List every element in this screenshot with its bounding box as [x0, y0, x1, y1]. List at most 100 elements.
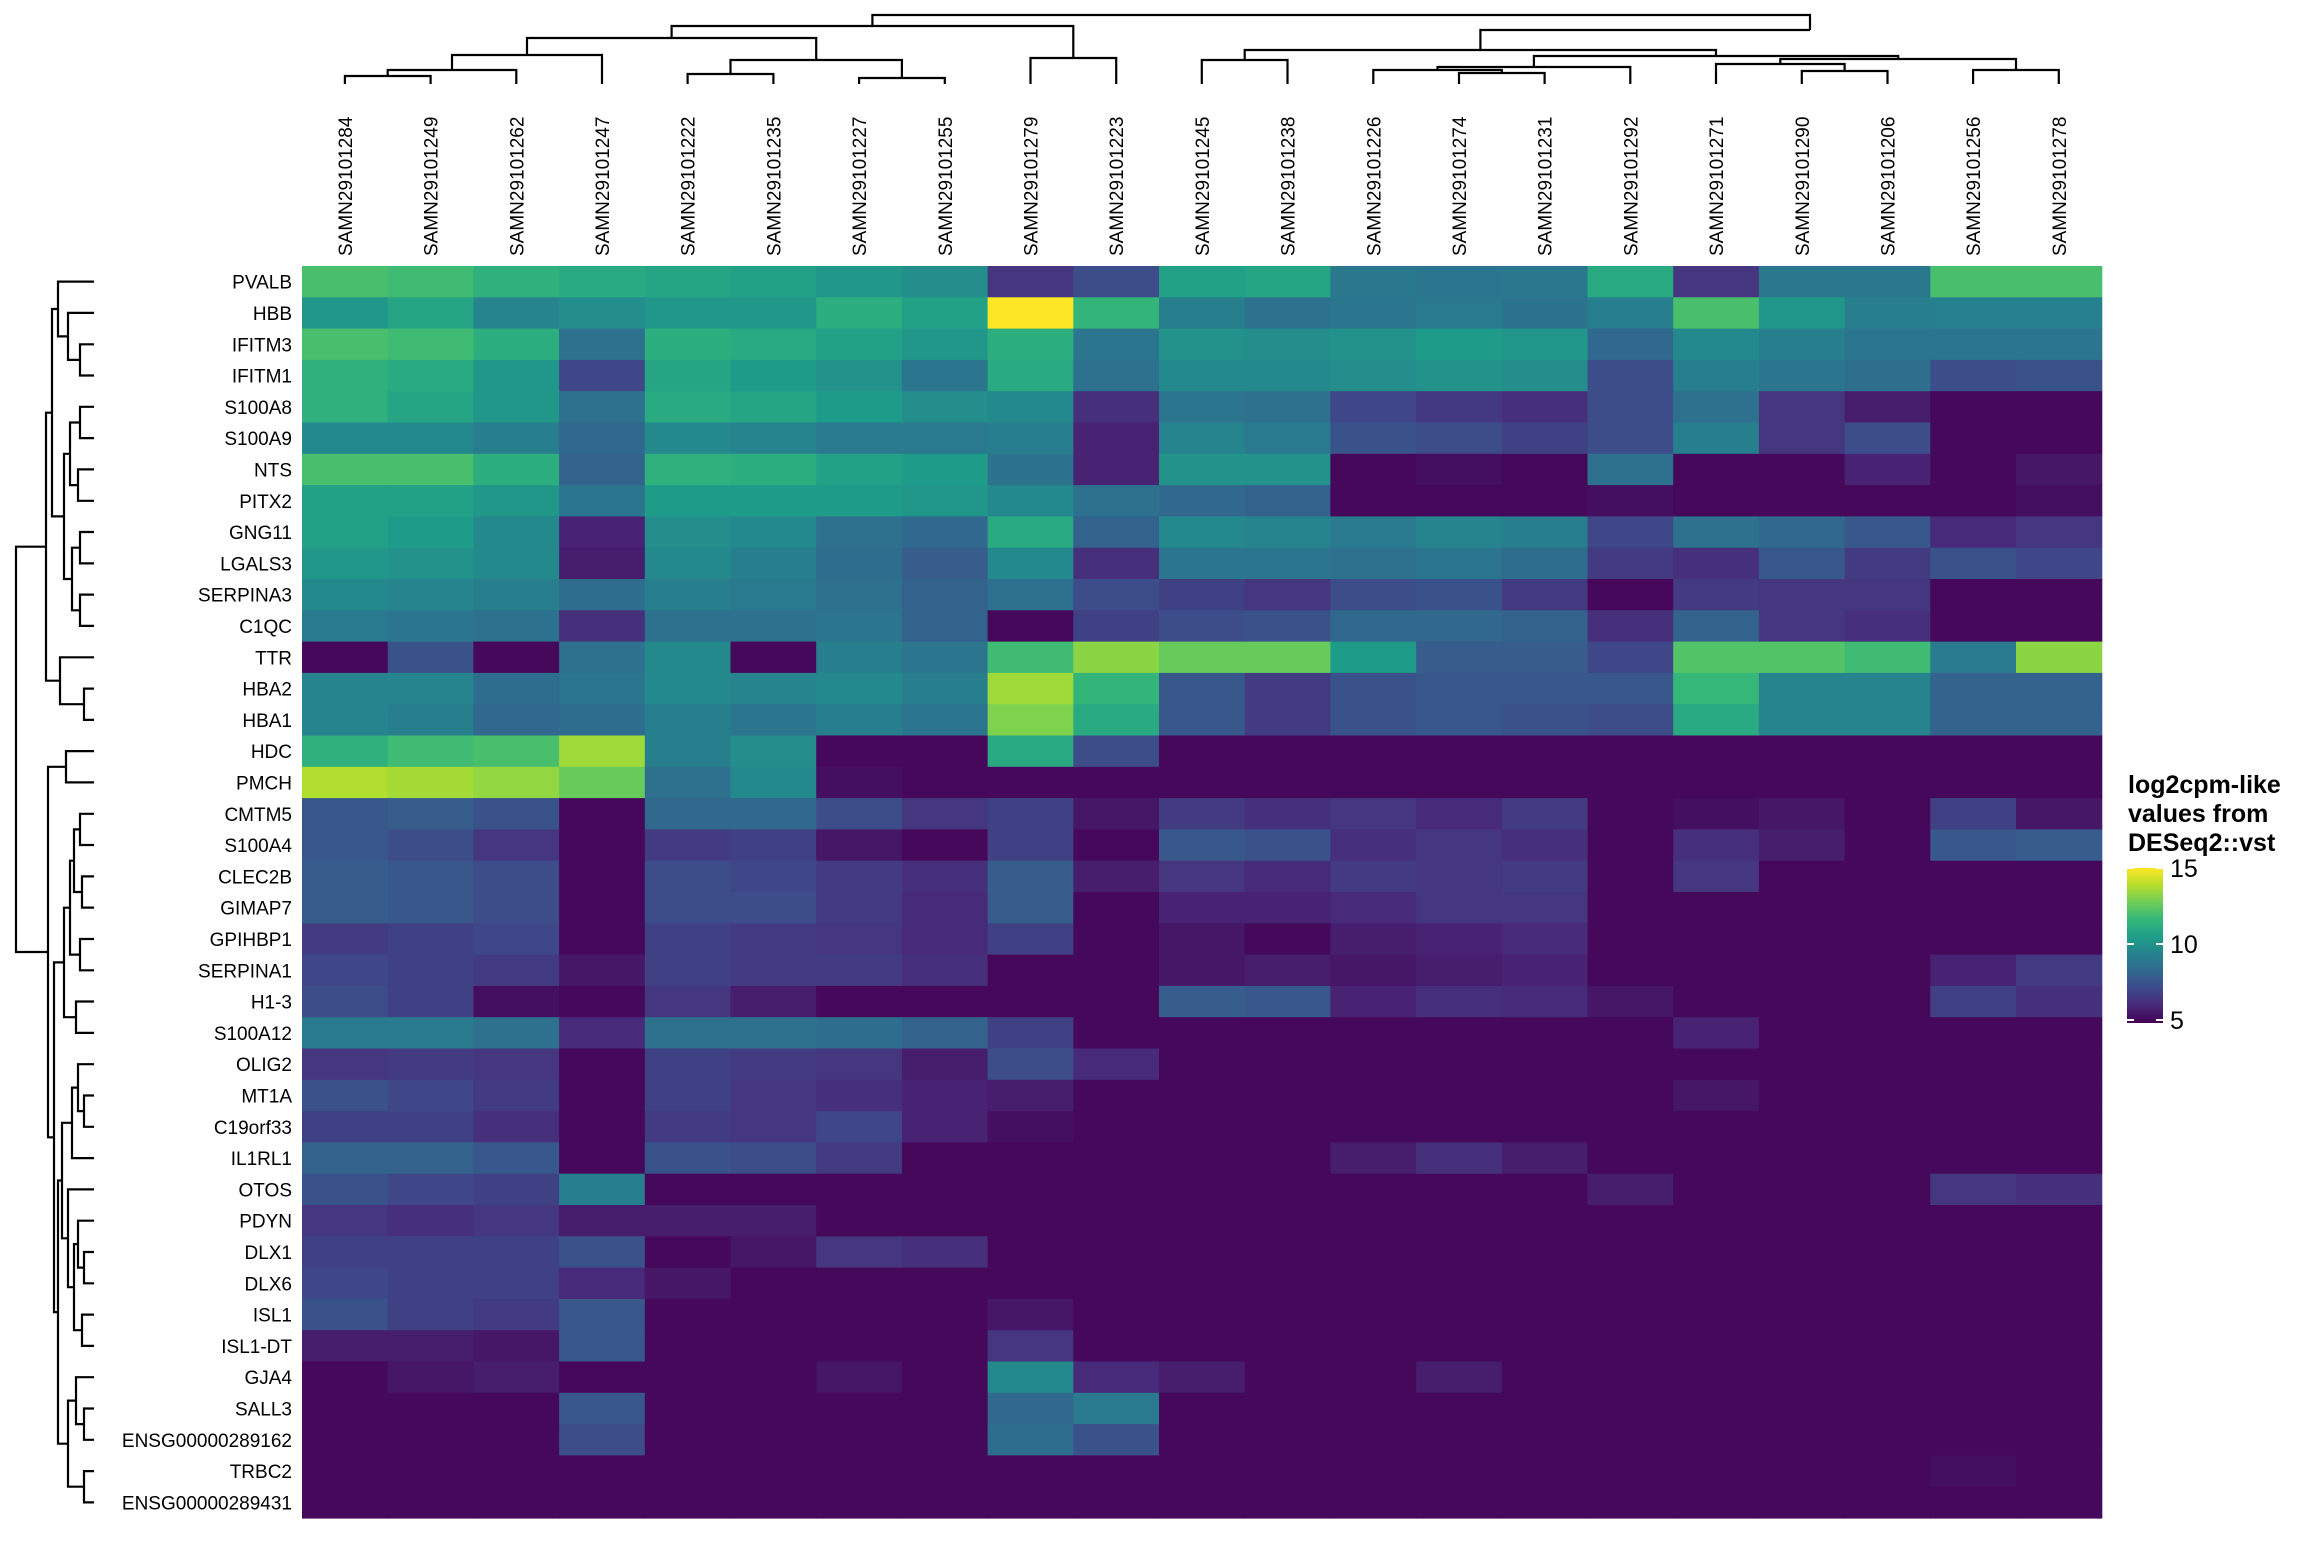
heatmap-cell [730, 1298, 817, 1331]
heatmap-cell [1501, 672, 1589, 705]
heatmap-cell [1330, 1267, 1417, 1300]
heatmap-cell [1844, 766, 1931, 799]
heatmap-cell [1501, 1079, 1589, 1112]
heatmap-cell [1073, 1111, 1160, 1143]
heatmap-cell [1758, 1298, 1846, 1331]
heatmap-cell [1587, 547, 1674, 580]
heatmap-cell [302, 1298, 389, 1331]
heatmap-cell [1416, 954, 1503, 987]
heatmap-cell [302, 1486, 389, 1519]
heatmap-cell [387, 1205, 474, 1237]
heatmap-cell [2016, 1298, 2103, 1331]
legend-title-line-2: values from [2128, 800, 2268, 828]
heatmap-cell [1587, 516, 1674, 549]
heatmap-cell [1073, 641, 1160, 674]
heatmap-cell [1330, 516, 1417, 549]
heatmap-cell [1244, 1455, 1331, 1488]
heatmap-cell [1159, 1486, 1246, 1519]
heatmap-cell [559, 1173, 646, 1206]
heatmap-cell [473, 297, 560, 330]
heatmap-cell [302, 1142, 389, 1175]
heatmap-cell [2016, 579, 2103, 611]
heatmap-cell [559, 579, 646, 611]
heatmap-cell [1844, 1205, 1931, 1237]
heatmap-cell [1587, 1048, 1674, 1081]
heatmap-cell [1930, 610, 2017, 643]
heatmap-cell [644, 1361, 732, 1394]
heatmap-cell [644, 798, 732, 830]
heatmap-cell [730, 1142, 817, 1175]
heatmap-cell [387, 1267, 474, 1300]
heatmap-cell [559, 1048, 646, 1081]
heatmap-cell [730, 1392, 817, 1425]
heatmap-cell [987, 1236, 1074, 1269]
heatmap-cell [559, 297, 646, 330]
heatmap-cell [1159, 892, 1246, 924]
heatmap-cell [473, 923, 560, 956]
heatmap-cell [1673, 453, 1760, 486]
heatmap-cell [559, 1017, 646, 1050]
heatmap-cell [1244, 860, 1331, 893]
heatmap-cell [2016, 266, 2103, 298]
heatmap-cell [1159, 1392, 1246, 1425]
heatmap-cell [1416, 516, 1503, 549]
heatmap-cell [730, 860, 817, 893]
heatmap-cell [1587, 1079, 1674, 1112]
heatmap-cell [1758, 485, 1846, 517]
heatmap-cell [1587, 1142, 1674, 1175]
heatmap-cell [1416, 641, 1503, 674]
heatmap-cell [1673, 829, 1760, 862]
heatmap-cell [1501, 1392, 1589, 1425]
heatmap-cell [387, 547, 474, 580]
heatmap-cell [473, 485, 560, 517]
dendrogram-branch [670, 24, 1075, 58]
heatmap-cell [1501, 954, 1589, 987]
heatmap-cell [1330, 1361, 1417, 1394]
heatmap-cell [1501, 359, 1589, 392]
heatmap-cell [1073, 516, 1160, 549]
heatmap-cell [1073, 985, 1160, 1018]
row-label: C19orf33 [214, 1118, 292, 1139]
heatmap-cell [1844, 672, 1931, 705]
heatmap-cell [987, 547, 1074, 580]
heatmap-cell [1758, 1330, 1846, 1363]
column-label: SAMN29101290 [1793, 117, 1814, 256]
legend-title-line-3: DESeq2::vst [2128, 829, 2276, 857]
row-label: GPIHBP1 [210, 930, 292, 951]
heatmap-cell [1244, 1173, 1331, 1206]
heatmap-cell [1844, 610, 1931, 643]
heatmap-cell [302, 485, 389, 517]
heatmap-cell [644, 1111, 732, 1143]
heatmap-cell [1501, 641, 1589, 674]
dendrogram-branch [343, 74, 432, 84]
heatmap-cell [816, 735, 903, 768]
heatmap-cell [302, 266, 389, 298]
heatmap-cell [987, 1392, 1074, 1425]
heatmap-cell [1844, 985, 1931, 1018]
heatmap-cell [2016, 1392, 2103, 1425]
dendrogram-branch [525, 36, 818, 60]
heatmap-cell [559, 1142, 646, 1175]
heatmap-cell [1501, 1173, 1589, 1206]
heatmap-cell [1073, 1017, 1160, 1050]
heatmap-cell [473, 1424, 560, 1456]
heatmap-cell [1930, 985, 2017, 1018]
heatmap-cell [1930, 579, 2017, 611]
row-label: PDYN [239, 1212, 292, 1233]
row-label: CMTM5 [224, 805, 292, 826]
heatmap-cell [1673, 704, 1760, 737]
heatmap-cell [987, 1361, 1074, 1394]
heatmap-cell [1416, 1298, 1503, 1331]
heatmap-cell [1416, 1361, 1503, 1394]
heatmap-cell [302, 704, 389, 737]
legend-tick-label: 15 [2170, 855, 2198, 883]
heatmap-cell [644, 954, 732, 987]
heatmap-cell [1073, 1486, 1160, 1519]
heatmap-cell [302, 641, 389, 674]
heatmap-cell [1587, 672, 1674, 705]
heatmap-cell [730, 1361, 817, 1394]
heatmap-cell [730, 453, 817, 486]
heatmap-cell [901, 923, 989, 956]
heatmap-cell [730, 516, 817, 549]
